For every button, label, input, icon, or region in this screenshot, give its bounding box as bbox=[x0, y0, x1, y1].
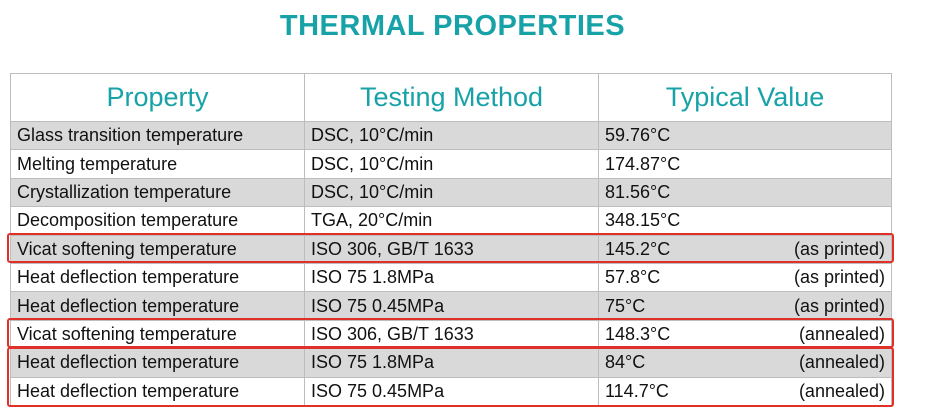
header-cell: Testing Method bbox=[305, 74, 599, 122]
value-text: 174.87°C bbox=[605, 153, 681, 174]
method-cell: DSC, 10°C/min bbox=[305, 178, 599, 208]
properties-table: Property Testing Method Typical Value Glas… bbox=[10, 73, 892, 407]
page-title: THERMAL PROPERTIES bbox=[279, 10, 626, 42]
header-row: Property Testing Method Typical Value bbox=[11, 74, 891, 122]
value-cell: 84°C (annealed) bbox=[599, 349, 891, 378]
value-cell: 59.76°C bbox=[599, 122, 891, 151]
property-cell: Crystallization temperature bbox=[11, 178, 305, 208]
property-cell: Heat deflection temperature bbox=[11, 349, 305, 378]
value-cell: 114.7°C (annealed) bbox=[599, 378, 891, 406]
property-cell: Heat deflection temperature bbox=[11, 377, 305, 406]
property-cell: Melting temperature bbox=[11, 150, 305, 179]
value-cell: 148.3°C (annealed) bbox=[599, 321, 891, 350]
value-text: 114.7°C bbox=[605, 380, 669, 401]
table-row: Heat deflection temperature ISO 75 1.8MPa… bbox=[11, 263, 891, 293]
method-cell: DSC, 10°C/min bbox=[305, 150, 599, 179]
table-row: Vicat softening temperature ISO 306, GB/T… bbox=[11, 320, 891, 350]
condition-note: (annealed) bbox=[798, 380, 885, 401]
header-cell: Typical Value bbox=[599, 74, 891, 122]
property-cell: Vicat softening temperature bbox=[11, 235, 305, 264]
value-text: 148.3°C bbox=[605, 323, 671, 344]
value-cell: 174.87°C bbox=[599, 150, 891, 179]
method-cell: ISO 306, GB/T 1633 bbox=[305, 320, 599, 350]
property-cell: Heat deflection temperature bbox=[11, 263, 305, 293]
table-row: Heat deflection temperature ISO 75 1.8MPa… bbox=[11, 349, 891, 378]
value-cell: 145.2°C (as printed) bbox=[599, 236, 891, 264]
condition-note: (as printed) bbox=[793, 295, 885, 316]
condition-note: (annealed) bbox=[798, 323, 885, 344]
method-cell: ISO 306, GB/T 1633 bbox=[305, 235, 599, 264]
value-text: 59.76°C bbox=[605, 125, 671, 146]
property-cell: Decomposition temperature bbox=[11, 207, 305, 236]
table-row: Heat deflection temperature ISO 75 0.45MP… bbox=[11, 377, 891, 406]
value-text: 348.15°C bbox=[605, 210, 681, 231]
header-cell: Property bbox=[11, 74, 305, 122]
table-row: Heat deflection temperature ISO 75 0.45MP… bbox=[11, 292, 891, 321]
value-cell: 57.8°C (as printed) bbox=[599, 264, 891, 293]
table-row: Crystallization temperature DSC, 10°C/min… bbox=[11, 178, 891, 208]
method-cell: ISO 75 1.8MPa bbox=[305, 349, 599, 378]
property-cell: Vicat softening temperature bbox=[11, 320, 305, 350]
method-cell: ISO 75 1.8MPa bbox=[305, 263, 599, 293]
value-text: 57.8°C bbox=[605, 267, 661, 288]
value-cell: 75°C (as printed) bbox=[599, 292, 891, 321]
method-cell: TGA, 20°C/min bbox=[305, 207, 599, 236]
value-cell: 348.15°C bbox=[599, 207, 891, 236]
value-text: 145.2°C bbox=[605, 238, 671, 259]
table-row: Decomposition temperature TGA, 20°C/min 34… bbox=[11, 207, 891, 236]
table-row: Melting temperature DSC, 10°C/min 174.87°C bbox=[11, 150, 891, 179]
method-cell: ISO 75 0.45MPa bbox=[305, 377, 599, 406]
condition-note: (as printed) bbox=[793, 267, 885, 288]
method-cell: ISO 75 0.45MPa bbox=[305, 292, 599, 321]
value-cell: 81.56°C bbox=[599, 179, 891, 208]
value-text: 84°C bbox=[605, 352, 646, 373]
table-row: Glass transition temperature DSC, 10°C/mi… bbox=[11, 122, 891, 151]
value-text: 81.56°C bbox=[605, 181, 671, 202]
table-row: Vicat softening temperature ISO 306, GB/T… bbox=[11, 235, 891, 264]
condition-note: (as printed) bbox=[793, 238, 885, 259]
property-cell: Heat deflection temperature bbox=[11, 292, 305, 321]
method-cell: DSC, 10°C/min bbox=[305, 122, 599, 151]
condition-note: (annealed) bbox=[798, 352, 885, 373]
property-cell: Glass transition temperature bbox=[11, 122, 305, 151]
value-text: 75°C bbox=[605, 295, 646, 316]
